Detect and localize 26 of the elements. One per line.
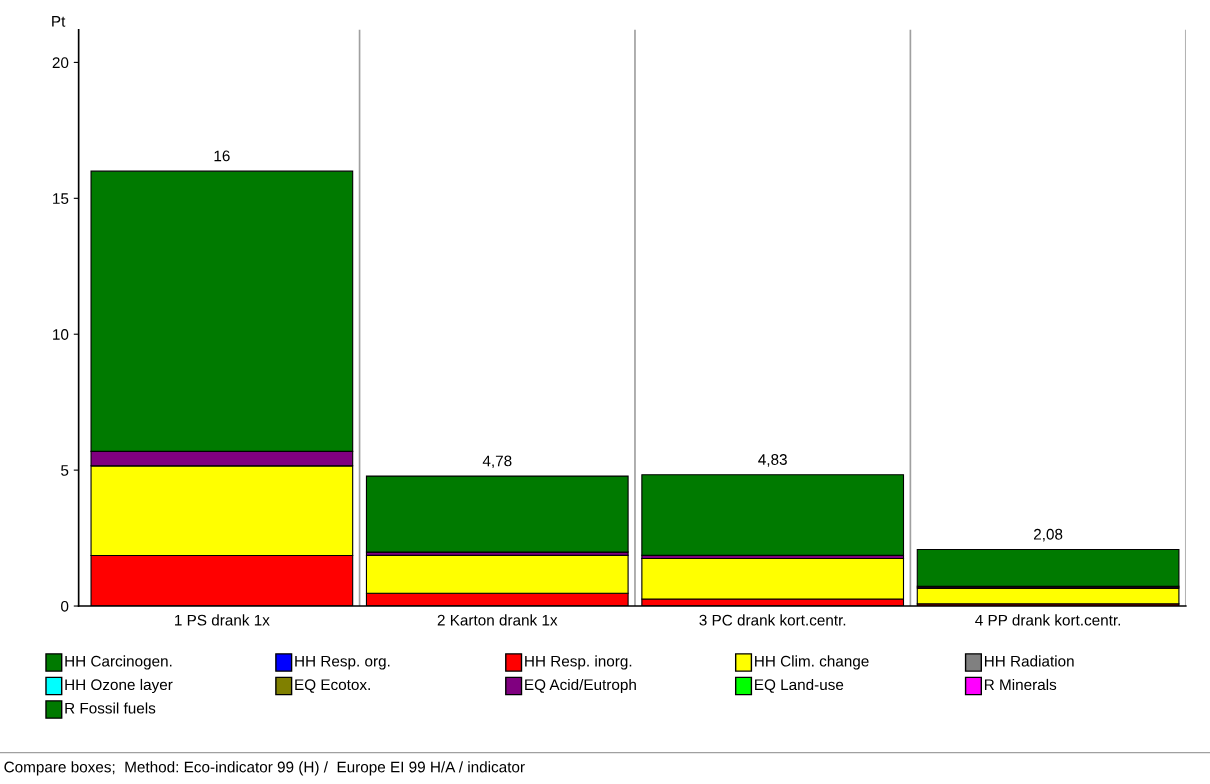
y-tick-label: 5 [61,465,69,476]
legend-label: HH Carcinogen. [65,655,172,670]
legend-label: HH Resp. inorg. [525,655,632,670]
y-tick-label: 10 [53,329,69,340]
legend-label: R Minerals [984,678,1057,691]
total-label: 16 [214,150,230,162]
y-tick-label: 15 [53,193,69,204]
legend-label: HH Resp. org. [295,655,390,670]
legend-label: EQ Land-use [755,678,844,693]
y-tick-label: 0 [61,600,69,612]
legend-label: EQ Ecotox. [295,679,370,693]
x-tick-label: 4 PP drank kort.centr. [975,614,1121,626]
legend-label: EQ Acid/Eutroph [525,678,636,694]
legend-label: R Fossil fuels [65,702,156,714]
x-tick-label: 3 PC drank kort.centr. [699,614,846,626]
x-tick-label: 2 Karton drank 1x [437,614,558,626]
total-label: 4,83 [758,454,787,467]
legend-label: HH Radiation [984,655,1074,667]
x-tick-label: 1 PS drank 1x [175,614,270,626]
legend-label: HH Ozone layer [65,678,173,694]
y-axis-title: Pt [52,16,66,27]
y-tick-label: 20 [52,57,69,69]
legend-label: HH Clim. change [755,655,869,670]
text: Compare boxes; Method: Eco-indicator 99 (H) / Europe EI 99 H/A / indicator [4,761,525,776]
total-label: 4,78 [482,455,512,469]
total-label: 2,08 [1034,528,1063,542]
